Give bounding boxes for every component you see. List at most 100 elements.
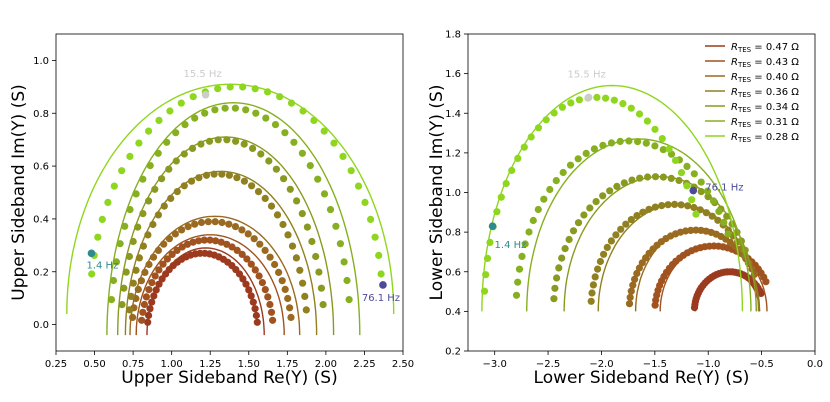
- data-point: [596, 257, 605, 266]
- data-point: [569, 227, 578, 235]
- data-point: [296, 266, 304, 274]
- data-point: [272, 165, 280, 173]
- data-point: [252, 109, 260, 117]
- data-point: [314, 175, 322, 183]
- data-point: [690, 170, 698, 178]
- data-point: [281, 129, 289, 137]
- legend-entry: RTES = 0.40 Ω: [731, 72, 799, 84]
- data-point: [284, 231, 292, 239]
- data-point: [627, 287, 635, 295]
- data-point: [375, 251, 383, 259]
- data-point: [757, 289, 765, 297]
- legend-entry: RTES = 0.34 Ω: [731, 102, 799, 114]
- data-point: [94, 233, 102, 241]
- data-point: [284, 294, 292, 303]
- data-point: [195, 174, 203, 182]
- data-point: [280, 175, 288, 183]
- legend-entry: RTES = 0.36 Ω: [731, 87, 799, 99]
- data-point: [636, 174, 644, 182]
- data-point: [197, 140, 205, 148]
- data-point: [126, 152, 134, 160]
- data-point: [191, 220, 199, 228]
- data-point: [551, 284, 559, 292]
- data-point: [155, 266, 163, 274]
- data-point: [540, 195, 548, 203]
- data-point: [301, 292, 309, 300]
- data-point: [202, 171, 211, 179]
- data-point: [320, 190, 329, 198]
- data-point: [252, 311, 260, 320]
- data-point: [225, 171, 233, 179]
- data-point: [599, 141, 607, 149]
- data-point: [178, 226, 186, 234]
- data-point: [110, 182, 118, 190]
- data-point: [550, 109, 558, 117]
- data-point: [267, 308, 276, 316]
- data-point: [281, 285, 289, 293]
- data-point: [529, 216, 537, 225]
- marker-15-5-Hz: [201, 90, 210, 99]
- y-tick-label: 1.0: [33, 56, 49, 67]
- data-point: [320, 127, 328, 135]
- data-point: [251, 305, 259, 313]
- data-point: [483, 254, 492, 262]
- data-point: [665, 145, 673, 153]
- data-point: [704, 187, 712, 195]
- data-point: [298, 149, 306, 157]
- data-point: [266, 253, 274, 261]
- data-point: [261, 194, 269, 202]
- data-point: [191, 114, 199, 122]
- data-point: [286, 304, 294, 312]
- data-point: [667, 174, 675, 182]
- data-point: [651, 125, 659, 133]
- data-point: [687, 226, 695, 234]
- x-tick-label: 0.75: [122, 359, 144, 370]
- data-point: [250, 235, 258, 243]
- y-tick-label: 0.2: [445, 347, 461, 358]
- data-point: [226, 83, 234, 91]
- data-point: [249, 144, 257, 152]
- lower-x-axis-title: Lower Sideband Re(Y) (S): [534, 368, 750, 388]
- marker-label: 15.5 Hz: [183, 69, 221, 80]
- data-point: [723, 212, 731, 220]
- data-point: [232, 137, 240, 145]
- data-point: [677, 201, 685, 209]
- marker-1-4-Hz: [87, 249, 96, 258]
- data-point: [152, 286, 160, 294]
- data-point: [310, 116, 318, 124]
- data-point: [619, 100, 627, 108]
- data-point: [145, 127, 153, 135]
- data-point: [228, 243, 236, 251]
- data-point: [126, 206, 134, 214]
- data-point: [575, 96, 584, 104]
- y-tick-label: 0.4: [445, 307, 461, 318]
- data-point: [148, 298, 156, 306]
- data-point: [118, 301, 126, 309]
- data-point: [550, 295, 558, 303]
- data-point: [561, 245, 569, 253]
- data-point: [690, 203, 698, 212]
- data-point: [262, 114, 270, 122]
- data-point: [244, 230, 252, 238]
- data-point: [129, 279, 137, 287]
- x-tick-label: −3.0: [483, 359, 507, 370]
- data-point: [658, 202, 666, 210]
- x-tick-label: 2.25: [353, 359, 375, 370]
- data-point: [720, 218, 728, 226]
- lower-sideband-plot: −3.0 −2.5 −2.0 −1.5 −1.0 −0.5 0.0 0.2 0.4 0.6 0.8 1…: [427, 30, 823, 389]
- data-point: [267, 202, 276, 210]
- data-point: [633, 212, 641, 220]
- data-point: [139, 175, 147, 183]
- data-point: [261, 286, 269, 294]
- data-point: [256, 240, 264, 248]
- lower-plot-marks: [480, 84, 770, 312]
- data-point: [140, 300, 148, 309]
- data-point: [145, 286, 153, 294]
- y-tick-label: 0.6: [445, 267, 461, 278]
- data-point: [135, 254, 143, 262]
- data-point: [497, 193, 505, 201]
- marker-label: 15.5 Hz: [568, 69, 606, 80]
- data-point: [242, 280, 250, 288]
- data-point: [188, 144, 197, 152]
- data-point: [607, 237, 616, 245]
